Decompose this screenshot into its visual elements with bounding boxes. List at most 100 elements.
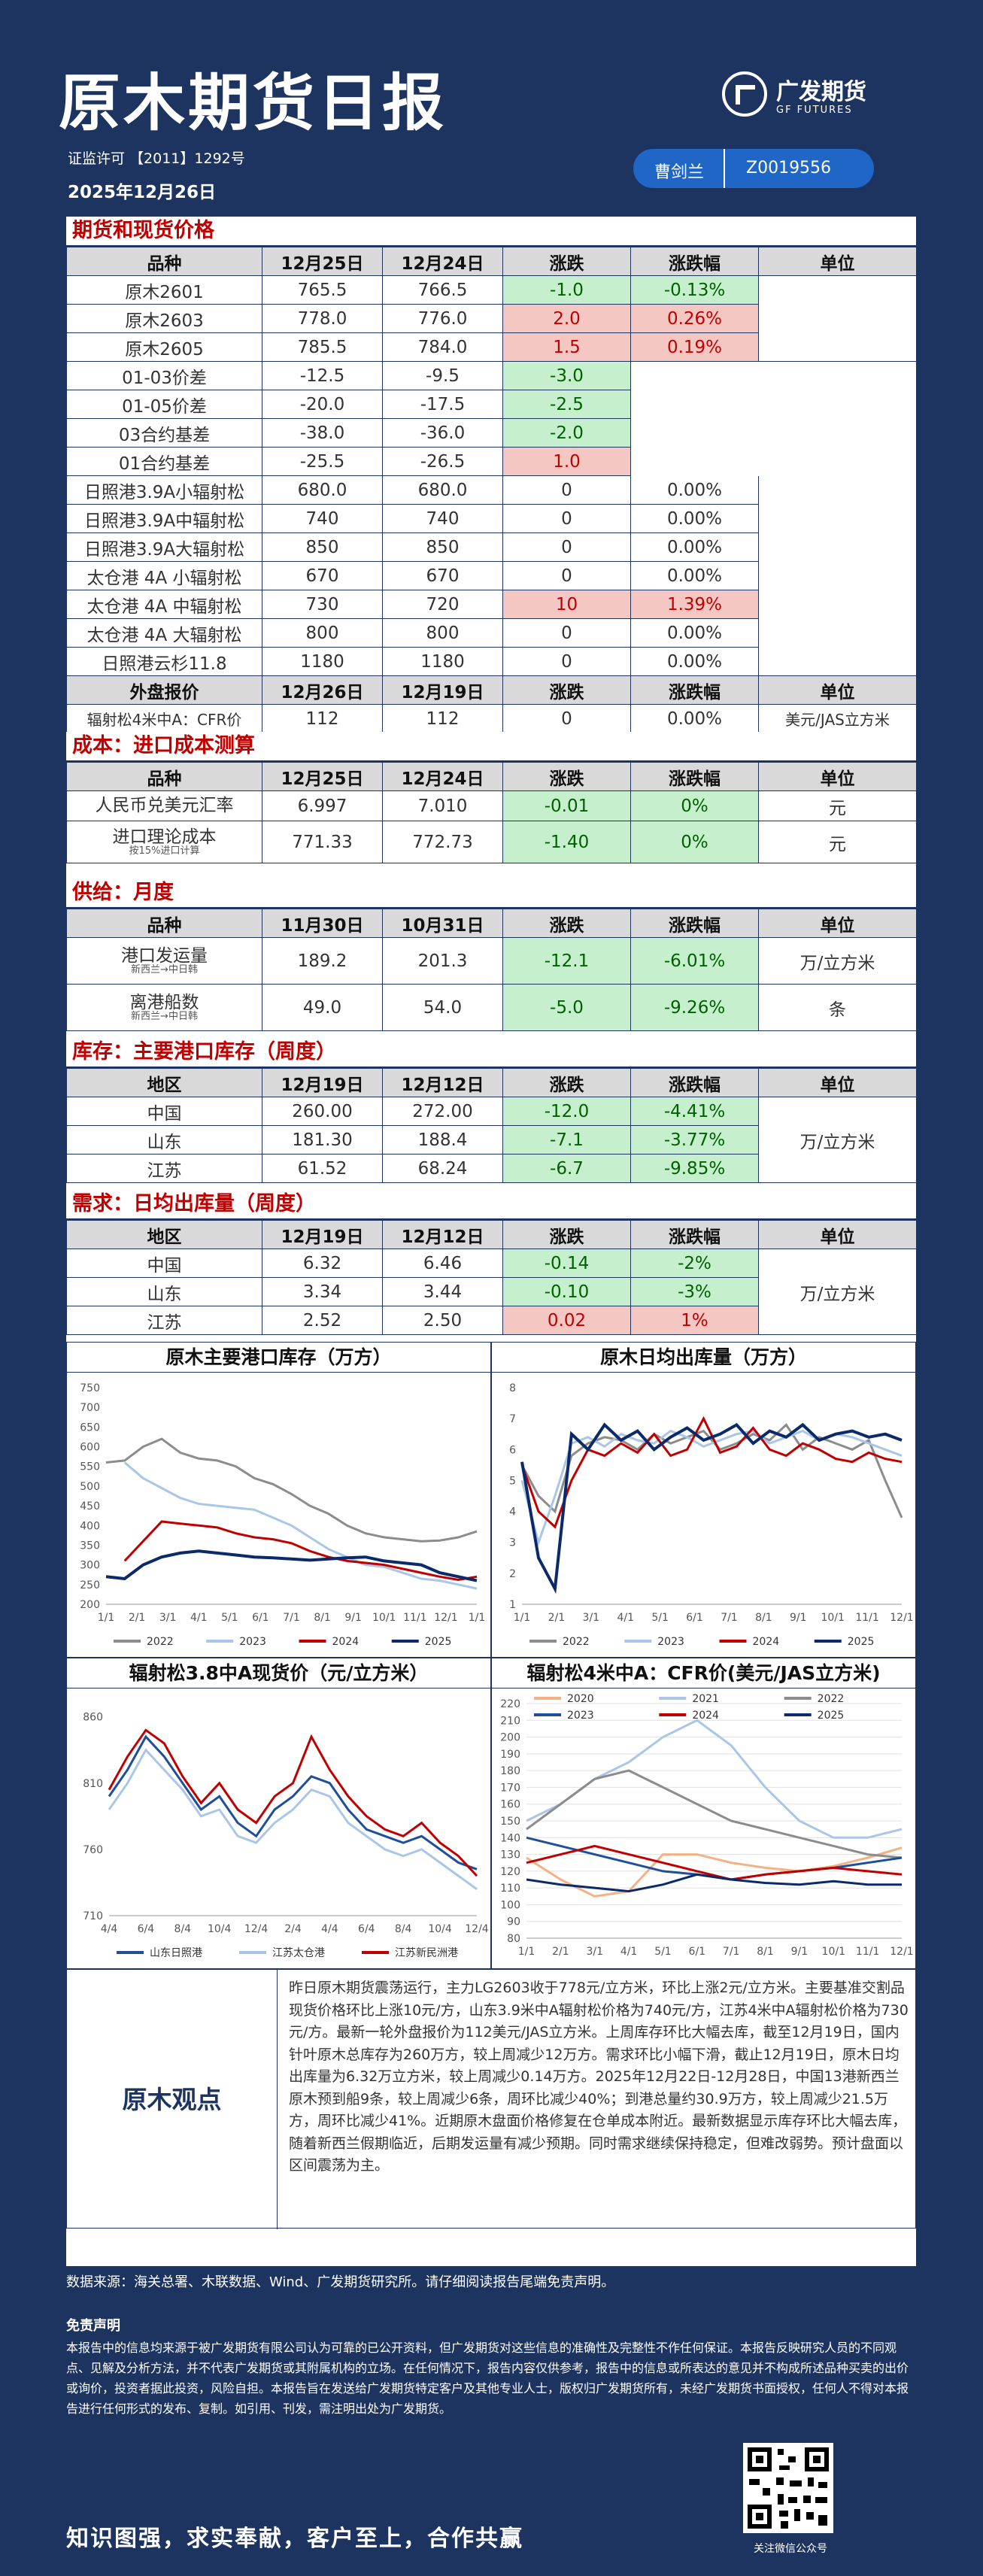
col-header: 涨跌幅 — [630, 1220, 759, 1249]
col-header: 涨跌幅 — [630, 909, 759, 938]
table-cell: 太仓港 4A 大辐射松 — [66, 618, 262, 648]
cost-table: 品种 12月25日 12月24日 涨跌 涨跌幅 单位 人民币兑美元汇率 6.997… — [66, 762, 917, 863]
col-header: 单位 — [758, 1220, 917, 1249]
spot-price-chart-panel: 辐射松3.8中A现货价（元/立方米） 710 760 810 860 4/4 6/4 8/4… — [66, 1658, 491, 1969]
x-tick-label: 1/1 — [514, 1612, 531, 1624]
col-header: 单位 — [758, 1068, 917, 1097]
y-tick-label: 710 — [83, 1910, 103, 1922]
table-cell: 离港船数 新西兰→中日韩 — [66, 984, 262, 1031]
license-number: 证监许可 【2011】1292号 — [68, 150, 245, 167]
table-cell: 2.0 — [502, 304, 631, 333]
table-cell: 0.00% — [630, 647, 759, 676]
table-cell: 61.52 — [262, 1154, 383, 1183]
col-header: 涨跌幅 — [630, 247, 759, 276]
x-tick-label: 6/1 — [686, 1612, 703, 1624]
table-cell: 49.0 — [262, 984, 383, 1031]
table-cell: 日照港云杉11.8 — [66, 647, 262, 676]
legend-label: 2022 — [147, 1636, 174, 1648]
table-cell: 1% — [630, 1306, 759, 1335]
table-cell: 0.26% — [630, 304, 759, 333]
demand-section-title: 需求：日均出库量（周度） — [66, 1190, 916, 1220]
inventory-table: 地区 12月19日 12月12日 涨跌 涨跌幅 单位 中国 260.00 272.0… — [66, 1068, 917, 1183]
x-tick-label: 10/1 — [372, 1612, 396, 1624]
outflow-chart: 1 2 3 4 5 6 7 8 1/1 2/1 3/1 4/1 5/1 6/1 7/1 8/1 9/1 10/1 1… — [509, 1382, 914, 1648]
table-cell: 0.19% — [630, 332, 759, 362]
table-row: 原木2605 785.5 784.0 1.5 0.19% — [66, 332, 917, 362]
table-row: 江苏 61.52 68.24 -6.7 -9.85% — [66, 1154, 917, 1183]
demand-section: 需求：日均出库量（周度） 地区 12月19日 12月12日 涨跌 涨跌幅 单位 … — [66, 1190, 917, 1335]
x-tick-label: 5/1 — [654, 1946, 672, 1958]
x-tick-label: 11/1 — [855, 1612, 878, 1624]
table-cell: -1.40 — [502, 821, 631, 863]
analyst-badge: 曹剑兰 Z0019556 — [633, 149, 874, 188]
col-header: 涨跌幅 — [630, 762, 759, 791]
x-tick-label: 9/1 — [791, 1946, 809, 1958]
unit-cell: 万/立方米 — [758, 1097, 917, 1183]
inventory-chart: 200 250 300 350 400 450 500 550 600 650 700 750 1/1 2… — [80, 1382, 485, 1648]
table-cell: 10 — [502, 590, 631, 619]
legend-label: 2025 — [818, 1710, 845, 1722]
table-cell: 272.00 — [382, 1097, 503, 1126]
table-cell: -20.0 — [262, 390, 383, 419]
series-line-2025 — [526, 1873, 902, 1893]
chart-title: 原木主要港口库存（万方） — [67, 1343, 490, 1373]
table-cell: 771.33 — [262, 821, 383, 863]
y-tick-label: 550 — [80, 1461, 100, 1473]
y-tick-label: 110 — [500, 1883, 520, 1895]
wechat-qr-code — [743, 2443, 833, 2533]
table-cell: 850 — [382, 532, 503, 562]
table-row: 人民币兑美元汇率 6.997 7.010 -0.01 0% 元 — [66, 790, 917, 821]
y-tick-label: 200 — [500, 1732, 520, 1744]
table-cell: 680.0 — [382, 475, 503, 505]
row-label: 人民币兑美元汇率 — [95, 796, 234, 816]
y-tick-label: 7 — [509, 1413, 516, 1425]
y-tick-label: 750 — [80, 1382, 100, 1394]
y-tick-label: 5 — [509, 1475, 516, 1487]
table-cell: 03合约基差 — [66, 418, 262, 448]
supply-section: 供给：月度 品种 11月30日 10月31日 涨跌 涨跌幅 单位 港口发运量 新西… — [66, 878, 917, 1031]
table-cell: 6.32 — [262, 1249, 383, 1278]
legend-label: 2025 — [848, 1636, 875, 1648]
y-tick-label: 400 — [80, 1520, 100, 1532]
table-cell: 3.34 — [262, 1277, 383, 1306]
supply-section-title: 供给：月度 — [66, 878, 916, 909]
table-cell: 进口理论成本 按15%进口计算 — [66, 821, 262, 863]
table-cell: 740 — [262, 504, 383, 533]
col-header: 12月24日 — [382, 247, 503, 276]
series-line-2025 — [105, 1549, 478, 1582]
cost-header-row: 品种 12月25日 12月24日 涨跌 涨跌幅 单位 — [66, 762, 917, 791]
table-cell: 0 — [502, 532, 631, 562]
table-cell: 辐射松4米中A：CFR价 — [66, 704, 262, 733]
table-row: 原木2603 778.0 776.0 2.0 0.26% — [66, 304, 917, 333]
y-tick-label: 6 — [509, 1444, 516, 1456]
x-tick-label: 8/4 — [174, 1923, 192, 1935]
col-header: 单位 — [758, 247, 917, 276]
col-header: 12月12日 — [382, 1068, 503, 1097]
table-cell: -26.5 — [382, 447, 503, 476]
gf-futures-logo: 广发期货 GF FUTURES — [722, 71, 887, 124]
report-title: 原木期货日报 — [59, 68, 448, 139]
table-cell: -6.01% — [630, 937, 759, 985]
x-tick-label: 11/1 — [403, 1612, 426, 1624]
analyst-name: 曹剑兰 — [654, 163, 705, 182]
table-row: 中国 6.32 6.46 -0.14 -2% 万/立方米 — [66, 1249, 917, 1335]
col-header: 涨跌幅 — [630, 1068, 759, 1097]
inventory-header-row: 地区 12月19日 12月12日 涨跌 涨跌幅 单位 — [66, 1068, 917, 1097]
table-row: 太仓港 4A 大辐射松 800 800 0 0.00% — [66, 618, 917, 648]
x-tick-label: 8/1 — [314, 1612, 331, 1624]
table-row: 辐射松4米中A：CFR价 112 112 0 0.00% 美元/JAS立方米 — [66, 704, 917, 733]
table-cell: -6.7 — [502, 1154, 631, 1183]
table-row: 01-05价差 -20.0 -17.5 -2.5 — [66, 390, 917, 419]
y-tick-label: 200 — [80, 1599, 100, 1611]
table-cell: 0.00% — [630, 475, 759, 505]
table-cell: 765.5 — [262, 275, 383, 305]
x-tick-label: 4/1 — [617, 1612, 634, 1624]
qr-code-icon — [748, 2447, 829, 2529]
y-tick-label: 700 — [80, 1402, 100, 1414]
col-header: 品种 — [66, 762, 262, 791]
demand-table: 地区 12月19日 12月12日 涨跌 涨跌幅 单位 中国 6.32 6.46 -0.… — [66, 1220, 917, 1335]
x-tick-label: 6/4 — [358, 1923, 375, 1935]
x-tick-label: 7/1 — [721, 1612, 738, 1624]
y-tick-label: 500 — [80, 1481, 100, 1493]
row-label: 离港船数 — [129, 992, 199, 1012]
